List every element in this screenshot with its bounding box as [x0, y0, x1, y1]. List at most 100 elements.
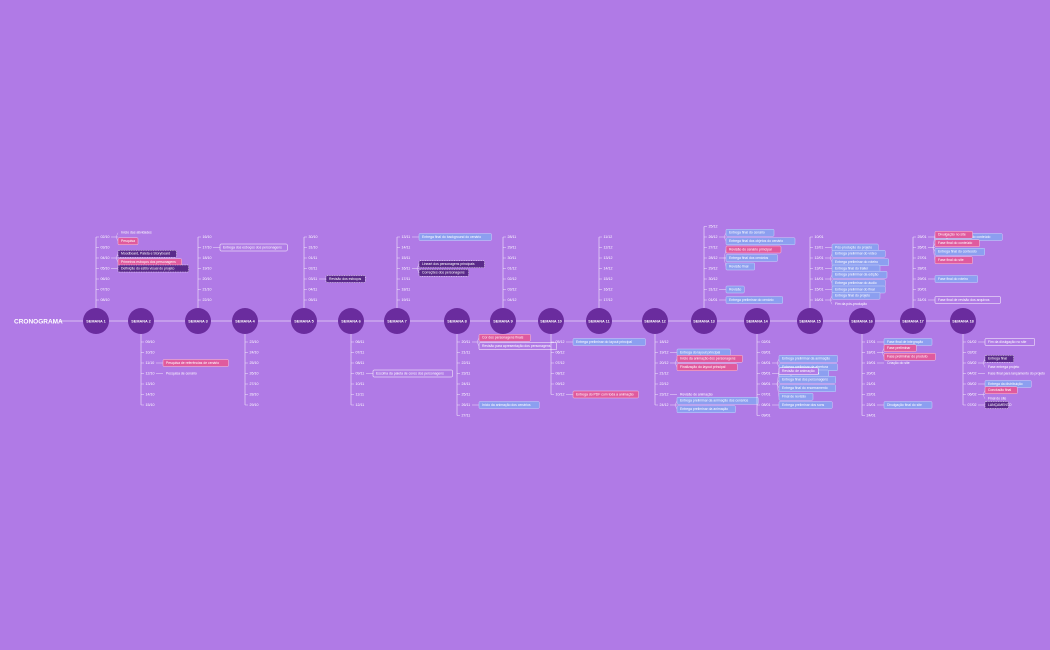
date-label: 10/01 — [815, 235, 824, 239]
week-node — [83, 308, 109, 334]
week-label: SEMANA 9 — [493, 320, 512, 324]
item-label: Entrega preliminar do áudio — [835, 281, 877, 285]
week-node — [338, 308, 364, 334]
item-label: LANÇAMENTO — [988, 403, 1012, 407]
date-label: 08/11 — [356, 361, 365, 365]
date-label: 02/11 — [309, 266, 318, 270]
date-label: 20/12 — [660, 361, 669, 365]
date-label: 26/12 — [709, 235, 718, 239]
date-label: 14/12 — [604, 266, 613, 270]
date-label: 30/12 — [709, 277, 718, 281]
item-connector — [723, 249, 727, 259]
item-box — [418, 269, 469, 277]
item-box — [372, 369, 453, 378]
item-label: Entrega preliminar do final — [835, 287, 875, 291]
item-connector — [881, 348, 885, 353]
week-label: SEMANA 4 — [235, 320, 255, 324]
date-label: 30/01 — [918, 287, 927, 291]
item-label: Entrega final do projeto — [835, 294, 870, 298]
week-node — [384, 308, 410, 334]
date-label: 29/10 — [250, 403, 259, 407]
date-label: 27/11 — [462, 413, 471, 417]
week-node — [849, 308, 875, 334]
item-label: Escolha da paleta de cores dos personage… — [376, 371, 444, 375]
date-label: 02/02 — [968, 350, 977, 354]
date-label: 22/11 — [462, 361, 471, 365]
date-label: 07/12 — [556, 361, 565, 365]
item-connector — [115, 257, 119, 263]
date-label: 11/12 — [604, 235, 613, 239]
item-connector — [674, 362, 678, 368]
date-label: 31/01 — [918, 298, 927, 302]
item-box — [934, 296, 1001, 304]
date-label: 28/11 — [508, 235, 517, 239]
item-connector — [829, 278, 833, 284]
item-label: Entrega final dos cenários — [729, 256, 769, 260]
item-label: Entrega final do conteúdo — [938, 250, 977, 254]
date-label: 20/01 — [867, 371, 876, 375]
item-label: Fase final de integração — [887, 340, 923, 344]
date-label: 09/10 — [146, 340, 155, 344]
item-box — [831, 271, 888, 279]
date-label: 23/12 — [660, 392, 669, 396]
date-label: 18/01 — [867, 350, 876, 354]
item-label: Revisão final — [729, 264, 749, 268]
date-label: 02/01 — [762, 340, 771, 344]
item-box — [831, 292, 881, 300]
item-box — [725, 229, 775, 237]
week-label: SEMANA 3 — [188, 320, 207, 324]
date-label: 06/12 — [556, 350, 565, 354]
date-label: 07/01 — [762, 392, 771, 396]
title: CRONOGRAMA — [14, 319, 63, 326]
item-label: Entrega final do encerramento — [782, 386, 828, 390]
date-label: 14/11 — [402, 245, 411, 249]
date-label: 15/01 — [815, 287, 824, 291]
item-label: Início da animação dos cenários — [482, 403, 531, 407]
item-box — [883, 353, 936, 361]
date-label: 12/11 — [356, 403, 365, 407]
date-label: 04/02 — [968, 371, 977, 375]
date-label: 15/12 — [604, 277, 613, 281]
item-label: Início da animação dos personagens — [680, 357, 736, 361]
item-label: Entrega final — [988, 357, 1007, 361]
item-label: Entrega preliminar da abertura — [782, 365, 828, 369]
week-node — [232, 308, 258, 334]
item-box — [831, 250, 886, 258]
item-label: Pós-produção do projeto — [835, 245, 872, 249]
item-box — [478, 334, 531, 342]
date-label: 25/11 — [462, 392, 471, 396]
item-connector — [776, 371, 780, 385]
date-label: 19/10 — [203, 266, 212, 270]
date-label: 29/11 — [508, 245, 517, 249]
date-label: 05/01 — [762, 371, 771, 375]
date-label: 16/11 — [402, 266, 411, 270]
item-box — [676, 405, 736, 413]
date-label: 25/01 — [918, 235, 927, 239]
week-node — [586, 308, 612, 334]
item-label: Criação do site — [887, 361, 910, 365]
item-connector — [674, 404, 678, 410]
item-box — [934, 239, 980, 247]
date-label: 07/11 — [356, 350, 365, 354]
date-label: 27/10 — [250, 382, 259, 386]
item-box — [676, 363, 738, 371]
week-label: SEMANA 6 — [341, 320, 360, 324]
item-label: Entrega preliminar dos sons — [782, 403, 825, 407]
item-label: Início das atividades — [121, 231, 152, 235]
item-box — [883, 401, 933, 409]
date-label: 11/11 — [356, 392, 364, 396]
item-box — [984, 355, 1014, 363]
week-label: SEMANA 11 — [588, 320, 609, 324]
date-label: 15/11 — [402, 256, 411, 260]
item-label: Fase final para lançamento do projeto — [988, 371, 1045, 375]
item-label: Divulgação no site — [938, 233, 966, 237]
date-label: 04/01 — [762, 361, 771, 365]
date-label: 31/10 — [309, 245, 318, 249]
item-label: Pesquisa de referências de cenário — [166, 361, 219, 365]
item-box — [418, 260, 485, 268]
item-connector — [115, 253, 119, 259]
date-label: 28/01 — [918, 266, 927, 270]
item-connector — [776, 362, 780, 368]
item-box — [778, 355, 838, 363]
